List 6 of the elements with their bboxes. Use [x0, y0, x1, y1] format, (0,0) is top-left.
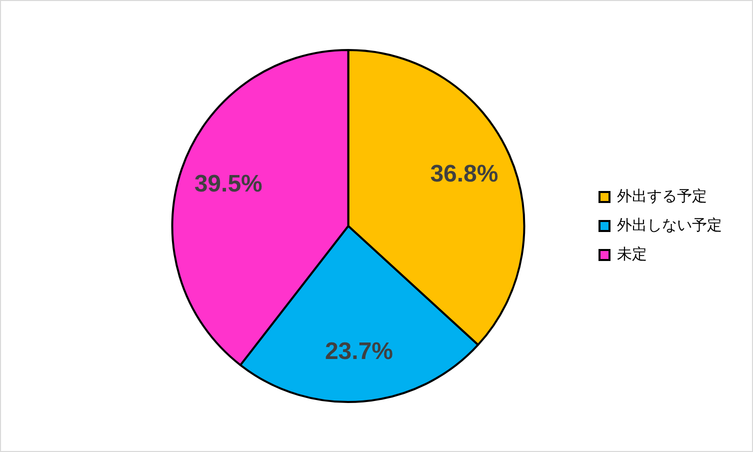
- legend-label: 外出する予定: [617, 186, 707, 205]
- data-label: 36.8%: [430, 160, 498, 188]
- legend-label: 外出しない予定: [617, 216, 722, 234]
- legend-label: 未定: [617, 244, 647, 263]
- data-label: 39.5%: [194, 170, 262, 198]
- data-label: 23.7%: [324, 338, 394, 365]
